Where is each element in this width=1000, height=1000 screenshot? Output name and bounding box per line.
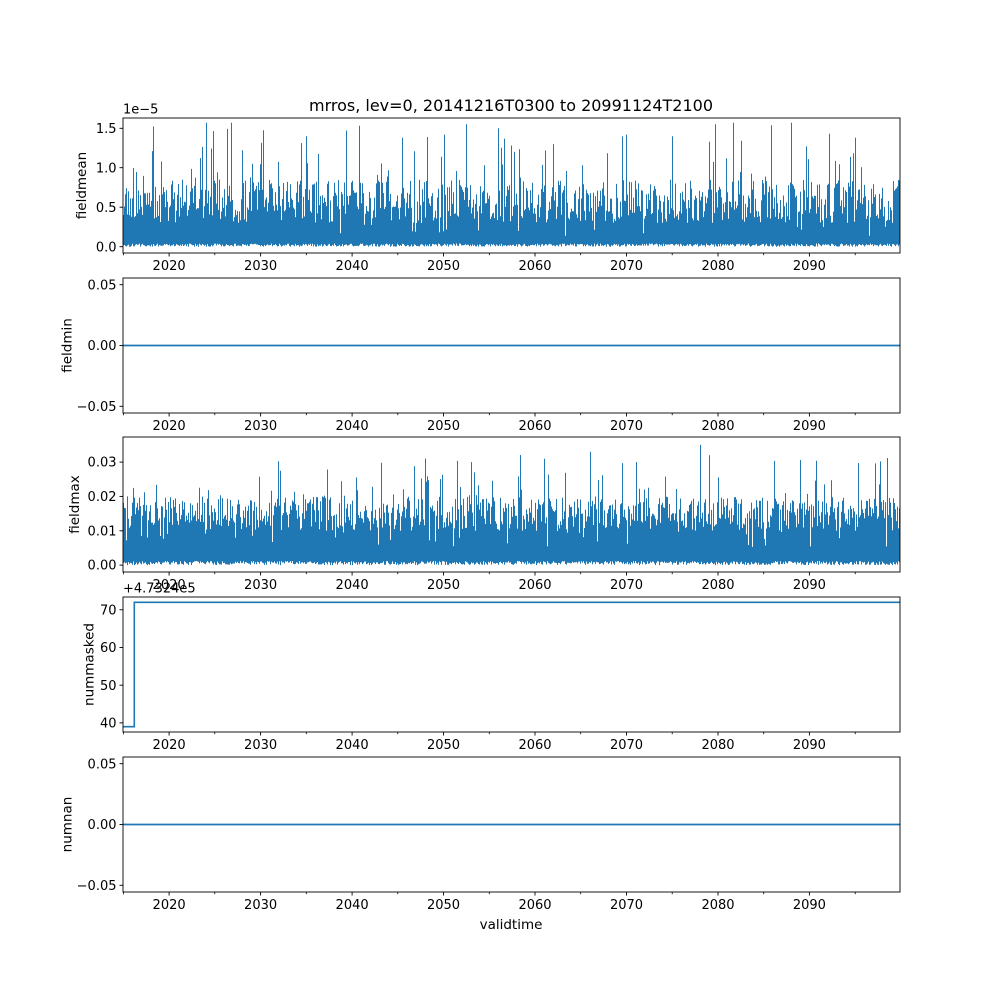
nummasked-xtick-label: 2020 bbox=[153, 738, 186, 753]
fieldmean-xtick-label: 2060 bbox=[518, 259, 551, 274]
fieldmean-ytick-label: 1.0 bbox=[96, 161, 117, 176]
subplot-fieldmean: 2020 2030 2040 2050 2060 2070 2080 2090 0.0 0.5 1.… bbox=[74, 103, 901, 274]
figure-title: mrros, lev=0, 20141216T0300 to 20991124T… bbox=[309, 96, 713, 115]
fieldmin-ytick-label: 0.05 bbox=[88, 278, 117, 293]
fieldmean-ytick-label: 1.5 bbox=[96, 122, 117, 137]
fieldmax-xtick-label: 2080 bbox=[701, 578, 734, 593]
x-axis-label: validtime bbox=[480, 917, 543, 933]
fieldmin-xtick-label: 2040 bbox=[336, 419, 369, 434]
subplot-fieldmax: 2020 2030 2040 2050 2060 2070 2080 2090 0.00 0.01… bbox=[67, 436, 901, 593]
fieldmax-ytick-label: 0.03 bbox=[88, 456, 117, 471]
fieldmax-ytick-label: 0.02 bbox=[88, 490, 117, 505]
nummasked-xtick-label: 2030 bbox=[244, 738, 277, 753]
nummasked-offset-text: +4.7324e5 bbox=[123, 582, 196, 597]
subplot-nummasked: 2020 2030 2040 2050 2060 2070 2080 2090 40 50 60 70… bbox=[81, 582, 901, 753]
fieldmin-ytick-label: −0.05 bbox=[77, 400, 117, 415]
numnan-xtick-label: 2080 bbox=[701, 898, 734, 913]
numnan-ytick-label: 0.05 bbox=[88, 757, 117, 772]
fieldmax-ylabel: fieldmax bbox=[67, 475, 83, 534]
fieldmin-xtick-label: 2070 bbox=[610, 419, 643, 434]
nummasked-ylabel: nummasked bbox=[81, 623, 97, 706]
fieldmin-xtick-label: 2020 bbox=[153, 419, 186, 434]
numnan-xtick-label: 2070 bbox=[610, 898, 643, 913]
fieldmean-xtick-label: 2080 bbox=[701, 259, 734, 274]
numnan-xtick-label: 2020 bbox=[153, 898, 186, 913]
nummasked-ytick-label: 40 bbox=[100, 717, 117, 732]
fieldmean-series bbox=[123, 122, 900, 247]
fieldmean-xtick-label: 2020 bbox=[153, 259, 186, 274]
fieldmin-ytick-label: 0.00 bbox=[88, 339, 117, 354]
nummasked-xtick-label: 2050 bbox=[427, 738, 460, 753]
fieldmin-xtick-label: 2080 bbox=[701, 419, 734, 434]
fieldmean-ylabel: fieldmean bbox=[74, 152, 90, 219]
nummasked-ytick-label: 50 bbox=[100, 679, 117, 694]
numnan-xtick-label: 2060 bbox=[518, 898, 551, 913]
fieldmax-xtick-label: 2060 bbox=[518, 578, 551, 593]
nummasked-xtick-label: 2080 bbox=[701, 738, 734, 753]
fieldmean-ytick-label: 0.0 bbox=[96, 240, 117, 255]
fieldmean-offset-text: 1e−5 bbox=[123, 103, 158, 118]
nummasked-xtick-label: 2090 bbox=[793, 738, 826, 753]
fieldmax-series bbox=[123, 444, 900, 566]
fieldmean-xtick-label: 2050 bbox=[427, 259, 460, 274]
fieldmax-xtick-label: 2030 bbox=[244, 578, 277, 593]
fieldmax-xtick-label: 2070 bbox=[610, 578, 643, 593]
subplot-fieldmin: 2020 2030 2040 2050 2060 2070 2080 2090 −0.05 0.0… bbox=[60, 277, 901, 434]
fieldmean-xtick-label: 2090 bbox=[793, 259, 826, 274]
numnan-ytick-label: −0.05 bbox=[77, 879, 117, 894]
nummasked-xtick-label: 2060 bbox=[518, 738, 551, 753]
numnan-xtick-label: 2090 bbox=[793, 898, 826, 913]
subplot-numnan: 2020 2030 2040 2050 2060 2070 2080 2090 −0.05 0.0… bbox=[60, 756, 901, 913]
fieldmin-xtick-label: 2090 bbox=[793, 419, 826, 434]
fieldmax-xtick-label: 2020 bbox=[153, 578, 186, 593]
nummasked-xtick-label: 2040 bbox=[336, 738, 369, 753]
nummasked-series bbox=[123, 601, 900, 728]
fieldmean-ytick-label: 0.5 bbox=[96, 201, 117, 216]
numnan-xtick-label: 2050 bbox=[427, 898, 460, 913]
subplots-container: 2020 2030 2040 2050 2060 2070 2080 2090 0.0 0.5 1.… bbox=[60, 103, 901, 913]
fieldmin-xtick-label: 2050 bbox=[427, 419, 460, 434]
fieldmax-xtick-label: 2040 bbox=[336, 578, 369, 593]
fieldmean-xtick-label: 2040 bbox=[336, 259, 369, 274]
nummasked-ytick-label: 70 bbox=[100, 603, 117, 618]
fieldmean-axes-frame bbox=[122, 117, 901, 254]
fieldmax-xtick-label: 2090 bbox=[793, 578, 826, 593]
fieldmax-axes-frame bbox=[122, 436, 901, 573]
fieldmean-xtick-label: 2030 bbox=[244, 259, 277, 274]
fieldmean-xtick-label: 2070 bbox=[610, 259, 643, 274]
fieldmax-ytick-label: 0.01 bbox=[88, 524, 117, 539]
numnan-ytick-label: 0.00 bbox=[88, 818, 117, 833]
numnan-xtick-label: 2040 bbox=[336, 898, 369, 913]
numnan-ylabel: numnan bbox=[60, 797, 76, 853]
fieldmin-xtick-label: 2060 bbox=[518, 419, 551, 434]
nummasked-xtick-label: 2070 bbox=[610, 738, 643, 753]
nummasked-ytick-label: 60 bbox=[100, 641, 117, 656]
fieldmin-xtick-label: 2030 bbox=[244, 419, 277, 434]
numnan-xtick-label: 2030 bbox=[244, 898, 277, 913]
fieldmax-ytick-label: 0.00 bbox=[88, 559, 117, 574]
nummasked-axes-frame bbox=[122, 596, 901, 733]
fieldmax-xtick-label: 2050 bbox=[427, 578, 460, 593]
fieldmin-ylabel: fieldmin bbox=[60, 318, 76, 373]
